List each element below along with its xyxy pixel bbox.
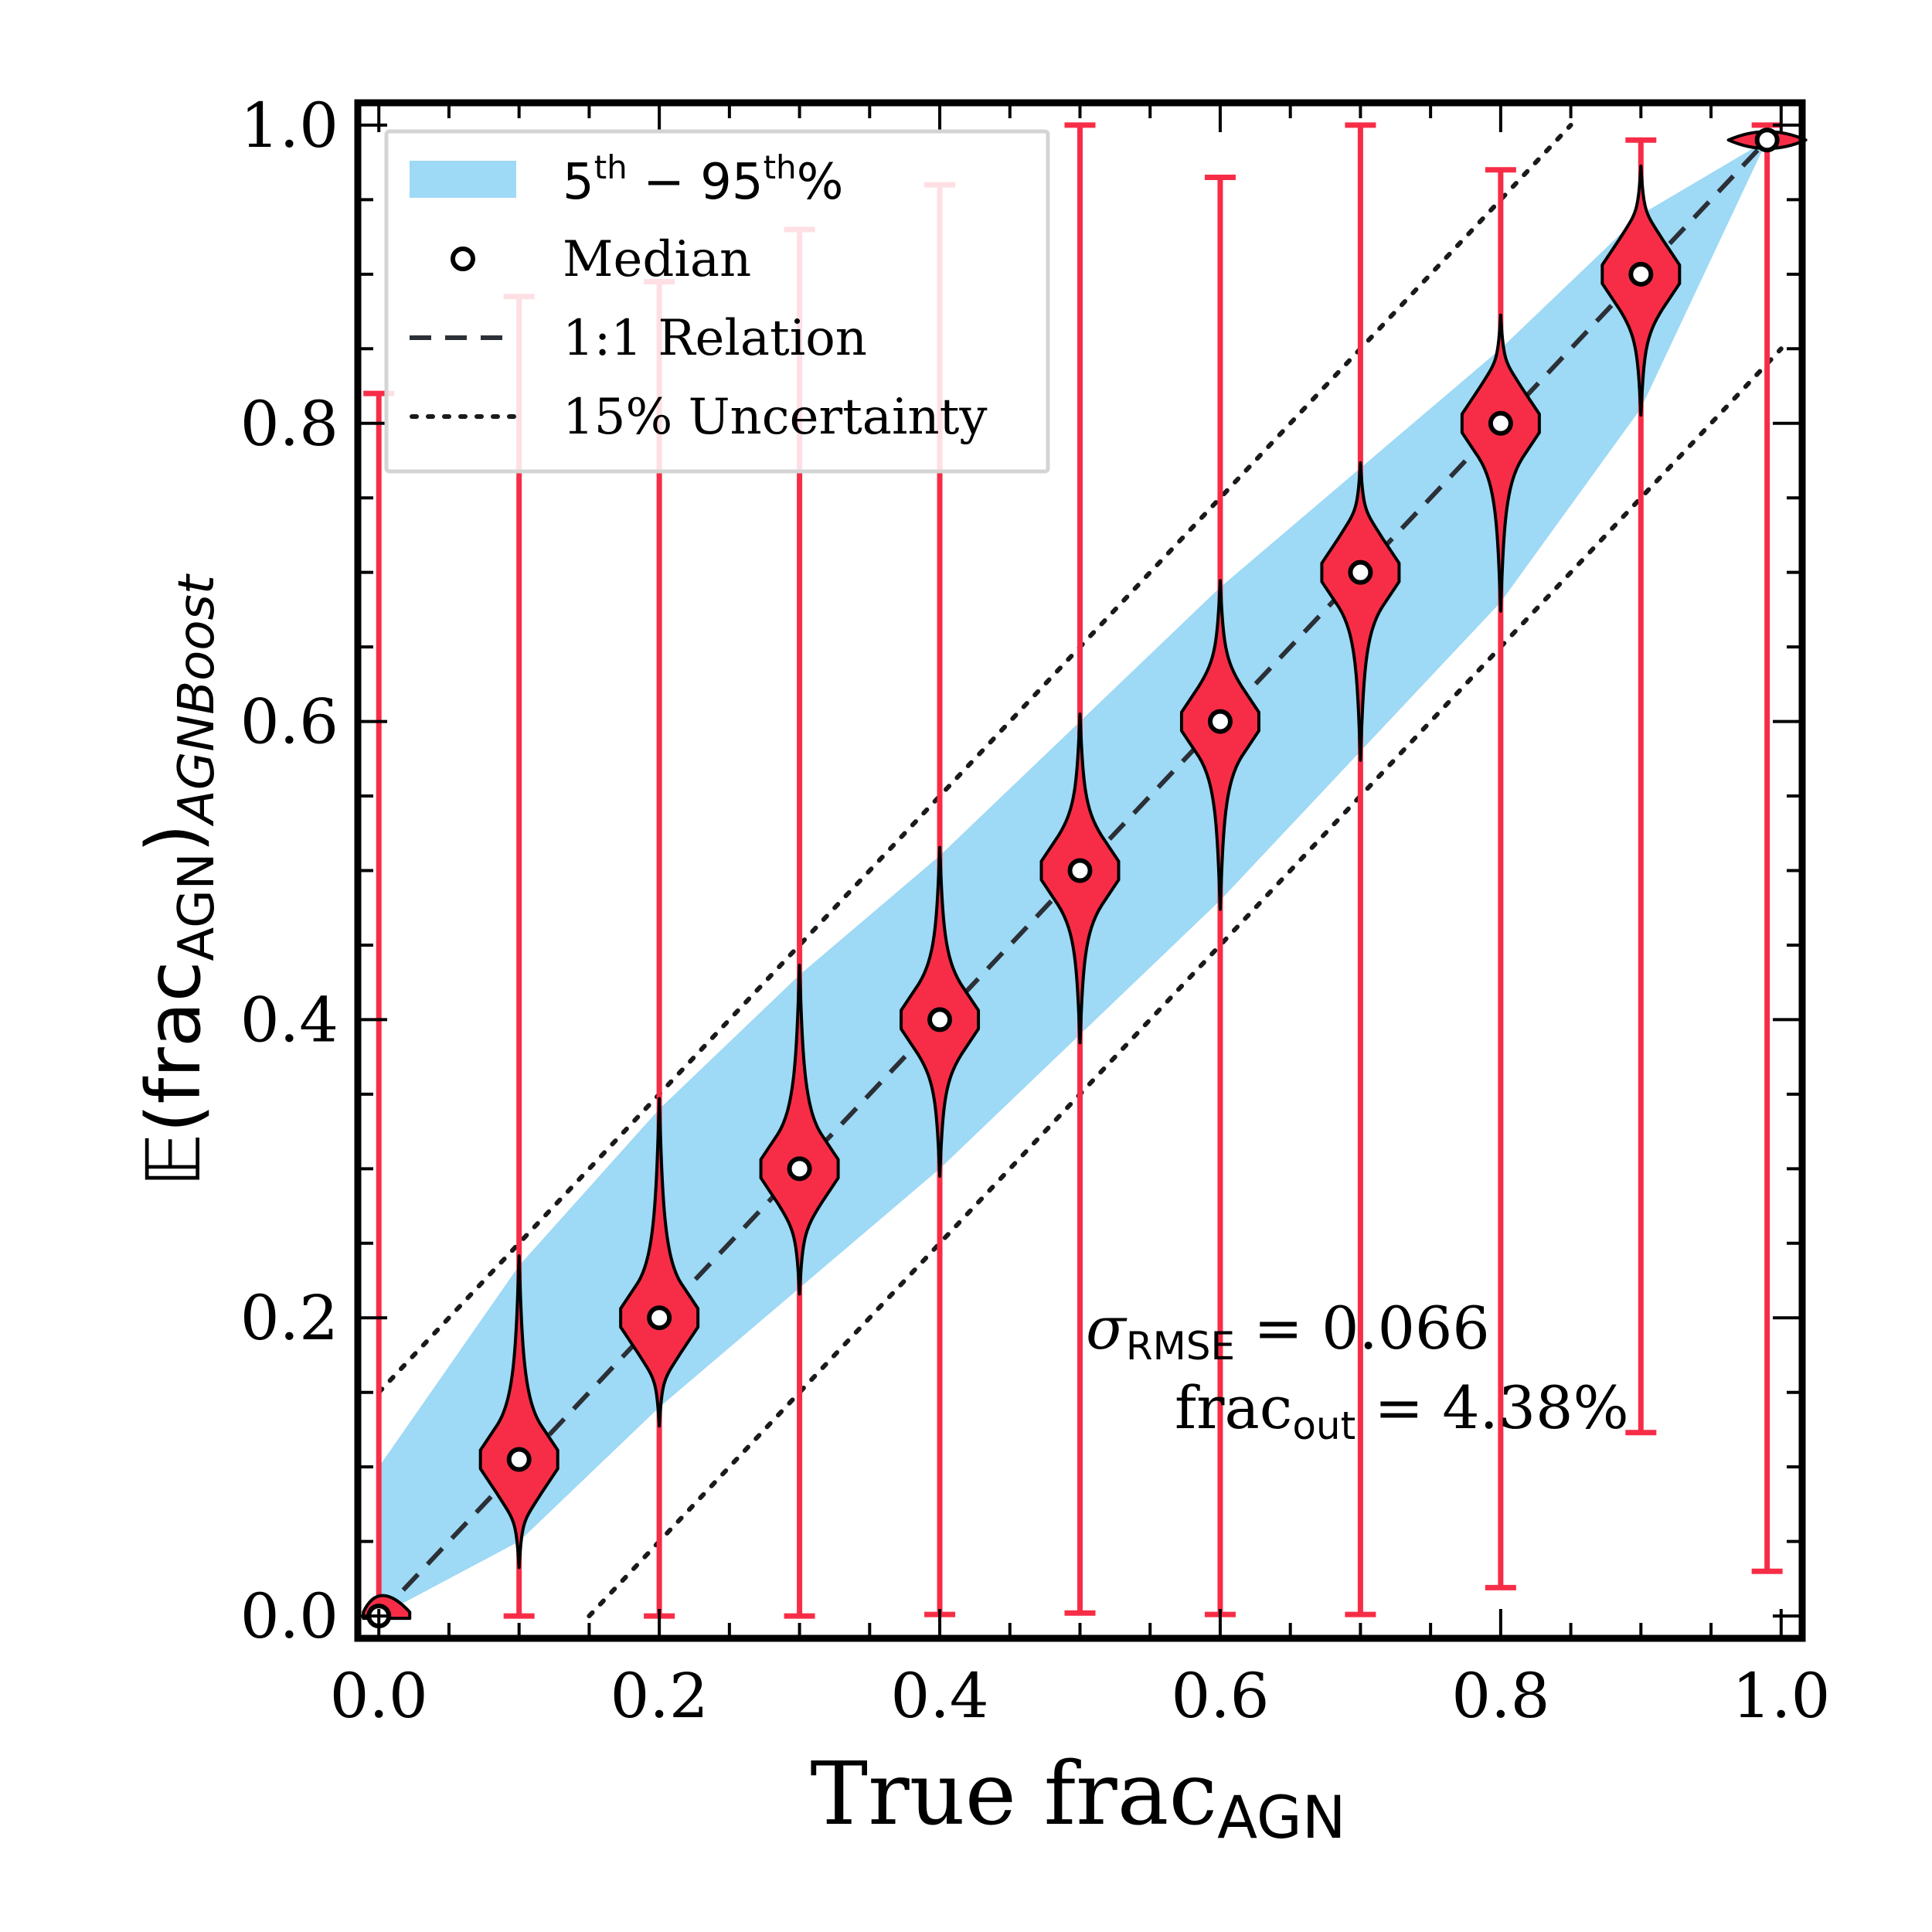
x-tick-label-4: 0.8 [1451, 1660, 1549, 1732]
x-tick-label-5: 1.0 [1732, 1660, 1830, 1732]
x-tick-label-3: 0.6 [1171, 1660, 1269, 1732]
violins-layer [362, 130, 1808, 1621]
legend-band-part-c: − 95 [628, 154, 764, 211]
violin-2 [619, 1097, 700, 1428]
violin-8 [1460, 313, 1541, 613]
x-tick-label-1: 0.2 [611, 1660, 709, 1732]
y-axis-label-prefix: 𝔼(frac [131, 961, 217, 1187]
medians-layer [366, 128, 1780, 1629]
legend-median-marker [451, 247, 475, 271]
rmse-annotation: σRMSE = 0.066 [1086, 1294, 1490, 1369]
y-tick-label-3: 0.6 [240, 686, 338, 758]
outlier-main: frac [1175, 1373, 1292, 1442]
uncertainty-line-lower [587, 346, 1784, 1619]
y-tick-label-1: 0.2 [240, 1282, 338, 1354]
median-point-8 [1488, 410, 1513, 436]
median-point-2 [647, 1305, 672, 1331]
rmse-sigma: σ [1086, 1294, 1128, 1362]
legend-band-part-e: % [797, 154, 844, 211]
violin-3 [759, 964, 840, 1296]
legend-band-swatch [410, 161, 516, 198]
outlier-sub: out [1292, 1403, 1355, 1448]
rmse-sub: RMSE [1126, 1324, 1235, 1369]
y-tick-label-4: 0.8 [240, 388, 338, 460]
violin-7 [1320, 461, 1401, 762]
rmse-value: = 0.066 [1235, 1294, 1490, 1362]
legend-band-part-a: 5 [563, 154, 594, 211]
y-axis-label-sub2: AGNBoost [168, 573, 226, 827]
median-point-5 [1067, 858, 1093, 883]
median-point-4 [927, 1007, 953, 1032]
median-point-1 [506, 1447, 532, 1472]
y-tick-label-0: 0.0 [240, 1580, 338, 1652]
ticks-layer [358, 103, 1802, 1638]
x-tick-label-0: 0.0 [330, 1660, 428, 1732]
y-tick-label-2: 0.4 [240, 984, 338, 1056]
legend-band-part-b: th [594, 148, 628, 186]
legend-label-median: Median [563, 231, 751, 288]
legend-label-dashed: 1:1 Relation [563, 310, 867, 367]
x-axis-label-sub: AGN [1217, 1783, 1345, 1852]
y-axis-label-close: ) [131, 824, 217, 852]
x-axis-label: True fracAGN [810, 1744, 1345, 1852]
outlier-value: = 4.38% [1355, 1373, 1628, 1442]
y-axis-label-sub1: AGN [168, 852, 226, 961]
y-tick-label-5: 1.0 [240, 90, 338, 162]
violin-9 [1600, 164, 1682, 417]
legend-band-part-d: th [764, 148, 797, 186]
legend-label-dotted: 15% Uncertainty [563, 389, 988, 446]
x-axis-label-main: True frac [810, 1744, 1217, 1845]
outlier-annotation: fracout = 4.38% [1175, 1373, 1629, 1448]
x-tick-label-2: 0.4 [890, 1660, 988, 1732]
median-point-9 [1628, 261, 1654, 287]
violin-1 [478, 1254, 560, 1570]
median-point-7 [1348, 560, 1373, 585]
violin-6 [1179, 579, 1260, 911]
median-point-6 [1207, 709, 1233, 734]
y-axis-label: 𝔼(fracAGN)AGNBoost [131, 573, 226, 1187]
median-point-3 [787, 1156, 812, 1182]
median-point-10 [1754, 128, 1780, 153]
legend-box [384, 129, 1050, 474]
uncertainty-line-upper [376, 122, 1573, 1395]
legend-label-band: 5th − 95th% [563, 148, 843, 211]
